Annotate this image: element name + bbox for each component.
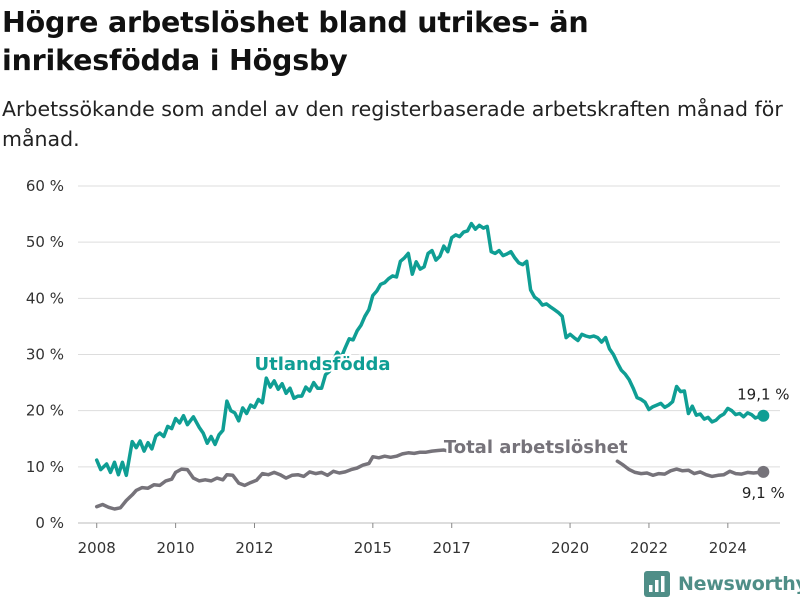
gridlines bbox=[78, 185, 780, 524]
y-tick-label: 20 % bbox=[26, 402, 64, 420]
x-tick-label: 2020 bbox=[551, 539, 589, 557]
newsworthy-logo-icon bbox=[644, 571, 670, 597]
y-tick-label: 50 % bbox=[26, 233, 64, 251]
series-end-label: 9,1 % bbox=[742, 484, 785, 502]
series-line bbox=[615, 459, 766, 479]
series-lines bbox=[94, 221, 770, 511]
x-tick-label: 2010 bbox=[157, 539, 195, 557]
series-end-label: 19,1 % bbox=[737, 386, 789, 404]
chart-title: Högre arbetslöshet bland utrikes- än inr… bbox=[2, 6, 589, 77]
x-tick-label: 2015 bbox=[354, 539, 392, 557]
y-tick-label: 10 % bbox=[26, 458, 64, 476]
y-tick-label: 60 % bbox=[26, 177, 64, 195]
newsworthy-logo: Newsworthy bbox=[644, 570, 800, 598]
x-tick-label: 2024 bbox=[709, 539, 747, 557]
y-tick-label: 40 % bbox=[26, 289, 64, 307]
x-tick-label: 2008 bbox=[78, 539, 116, 557]
x-tick-label: 2012 bbox=[235, 539, 273, 557]
series-name-label: Total arbetslöshet bbox=[444, 437, 628, 458]
series-end-point bbox=[757, 409, 770, 422]
x-tick-label: 2017 bbox=[433, 539, 471, 557]
y-tick-label: 0 % bbox=[35, 514, 64, 532]
series-name-label: Utlandsfödda bbox=[255, 354, 391, 375]
series-line bbox=[94, 221, 766, 478]
chart-subtitle: Arbetssökande som andel av den registerb… bbox=[2, 97, 783, 151]
series-end-point bbox=[757, 465, 770, 478]
brand-name: Newsworthy bbox=[678, 573, 800, 595]
y-axis-ticks: 0 % 10 % 20 % 30 % 40 % 50 % 60 % bbox=[26, 177, 64, 532]
series-labels: 19,1 % Utlandsfödda 9,1 % Total arbetslöshe… bbox=[253, 352, 790, 502]
series-line bbox=[94, 448, 454, 511]
x-tick-label: 2022 bbox=[630, 539, 668, 557]
x-axis-ticks: 2008 2010 2012 2015 2017 2020 2022 2024 bbox=[78, 523, 747, 557]
y-tick-label: 30 % bbox=[26, 346, 64, 364]
